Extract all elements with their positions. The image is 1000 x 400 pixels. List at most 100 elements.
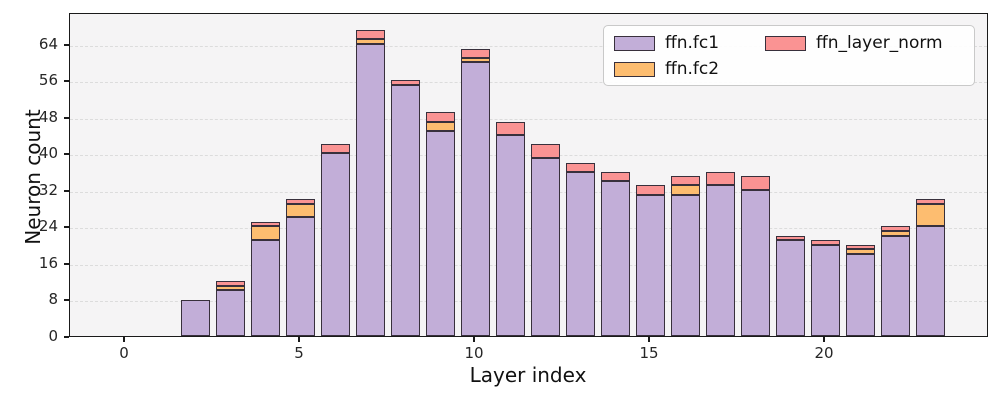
gridline-y-8 xyxy=(70,301,987,303)
y-tick-label-16: 16 xyxy=(38,253,58,272)
bar-layer16-ffn-layer-norm xyxy=(670,176,700,186)
y-tick-mark xyxy=(64,43,69,46)
y-tick-label-40: 40 xyxy=(38,144,58,163)
x-tick-mark xyxy=(823,337,825,342)
bar-layer18-ffn-layer-norm xyxy=(740,176,770,190)
bar-layer3-ffn-fc2 xyxy=(215,285,245,291)
legend-column-2: ffn_layer_norm xyxy=(765,34,943,53)
y-tick-label-64: 64 xyxy=(38,34,58,53)
bar-layer23-ffn-layer-norm xyxy=(915,199,945,204)
gridline-y-40 xyxy=(70,155,987,157)
bar-layer6-ffn-layer-norm xyxy=(320,144,350,154)
bar-layer22-ffn-layer-norm xyxy=(880,226,910,232)
bar-layer13-ffn-fc1 xyxy=(565,171,595,336)
bar-layer21-ffn-layer-norm xyxy=(845,244,875,250)
bar-layer22-ffn-fc1 xyxy=(880,235,910,336)
ffn-fc1-swatch-icon xyxy=(614,36,655,51)
y-tick-mark xyxy=(64,189,69,192)
legend: ffn.fc1 ffn.fc2 ffn_layer_norm xyxy=(603,25,975,86)
x-tick-label-10: 10 xyxy=(464,344,484,362)
bar-layer13-ffn-layer-norm xyxy=(565,162,595,172)
x-tick-mark xyxy=(298,337,300,342)
bar-layer16-ffn-fc2 xyxy=(670,185,700,195)
bar-layer22-ffn-fc2 xyxy=(880,231,910,236)
y-tick-label-8: 8 xyxy=(48,290,58,309)
bar-layer15-ffn-fc1 xyxy=(635,194,665,336)
legend-item-ffn-fc2: ffn.fc2 xyxy=(614,60,719,79)
bar-layer21-ffn-fc2 xyxy=(845,249,875,254)
bar-layer21-ffn-fc1 xyxy=(845,253,875,336)
x-tick-mark xyxy=(473,337,475,342)
bar-layer20-ffn-layer-norm xyxy=(810,240,840,245)
bar-layer3-ffn-layer-norm xyxy=(215,281,245,286)
x-tick-mark xyxy=(648,337,650,342)
bar-layer19-ffn-layer-norm xyxy=(775,235,805,241)
bar-layer17-ffn-fc1 xyxy=(705,185,735,336)
bar-layer5-ffn-fc2 xyxy=(285,203,315,218)
legend-label-ffn-fc1: ffn.fc1 xyxy=(665,33,720,53)
bar-layer15-ffn-layer-norm xyxy=(635,185,665,195)
x-tick-label-5: 5 xyxy=(294,344,304,362)
bar-layer5-ffn-fc1 xyxy=(285,217,315,336)
x-axis-label: Layer index xyxy=(469,363,587,387)
x-tick-label-20: 20 xyxy=(814,344,834,362)
bar-layer9-ffn-fc1 xyxy=(425,130,455,336)
bar-layer17-ffn-layer-norm xyxy=(705,171,735,186)
x-tick-label-0: 0 xyxy=(119,344,129,362)
x-tick-mark xyxy=(123,337,125,342)
bar-layer10-ffn-fc2 xyxy=(460,57,490,63)
legend-item-ffn-fc1: ffn.fc1 xyxy=(614,34,719,53)
legend-column-1: ffn.fc1 ffn.fc2 xyxy=(614,34,719,79)
bar-layer4-ffn-fc1 xyxy=(250,240,280,336)
gridline-y-56 xyxy=(70,82,987,84)
legend-label-ffn-fc2: ffn.fc2 xyxy=(665,59,720,79)
y-tick-label-56: 56 xyxy=(38,71,58,90)
y-tick-mark xyxy=(64,299,69,302)
bar-layer4-ffn-layer-norm xyxy=(250,221,280,227)
bar-layer2-ffn-fc1 xyxy=(180,299,210,336)
y-tick-mark xyxy=(64,80,69,83)
bar-layer5-ffn-layer-norm xyxy=(285,199,315,204)
y-tick-label-24: 24 xyxy=(38,217,58,236)
bar-layer8-ffn-layer-norm xyxy=(390,80,420,86)
gridline-y-16 xyxy=(70,264,987,266)
y-tick-mark xyxy=(64,226,69,229)
bar-layer9-ffn-fc2 xyxy=(425,121,455,131)
y-tick-mark xyxy=(64,153,69,156)
legend-item-ffn-layer-norm: ffn_layer_norm xyxy=(765,34,943,53)
bar-layer6-ffn-fc1 xyxy=(320,153,350,336)
bar-layer16-ffn-fc1 xyxy=(670,194,700,336)
gridline-y-32 xyxy=(70,191,987,193)
bar-layer14-ffn-fc1 xyxy=(600,180,630,336)
bar-layer7-ffn-layer-norm xyxy=(355,30,385,40)
y-tick-label-48: 48 xyxy=(38,107,58,126)
bar-layer23-ffn-fc1 xyxy=(915,226,945,336)
y-tick-mark xyxy=(64,116,69,119)
bar-layer18-ffn-fc1 xyxy=(740,189,770,336)
gridline-y-48 xyxy=(70,118,987,120)
bar-layer3-ffn-fc1 xyxy=(215,290,245,336)
y-tick-label-32: 32 xyxy=(38,180,58,199)
y-tick-mark xyxy=(64,336,69,338)
bar-layer12-ffn-layer-norm xyxy=(530,144,560,159)
bar-layer11-ffn-layer-norm xyxy=(495,121,525,136)
bar-layer14-ffn-layer-norm xyxy=(600,171,630,181)
gridline-y-24 xyxy=(70,228,987,230)
bar-layer10-ffn-fc1 xyxy=(460,62,490,336)
bar-layer11-ffn-fc1 xyxy=(495,135,525,336)
x-tick-label-15: 15 xyxy=(639,344,659,362)
bar-layer4-ffn-fc2 xyxy=(250,226,280,241)
bar-layer19-ffn-fc1 xyxy=(775,240,805,336)
y-tick-mark xyxy=(64,262,69,265)
gridline-y-64 xyxy=(70,45,987,47)
ffn-layer-norm-swatch-icon xyxy=(765,36,807,51)
bar-layer20-ffn-fc1 xyxy=(810,244,840,336)
bar-layer9-ffn-layer-norm xyxy=(425,112,455,122)
y-tick-label-0: 0 xyxy=(48,327,58,345)
bar-layer7-ffn-fc2 xyxy=(355,39,385,44)
bar-layer8-ffn-fc1 xyxy=(390,85,420,336)
legend-label-ffn-layer-norm: ffn_layer_norm xyxy=(816,33,943,53)
ffn-fc2-swatch-icon xyxy=(614,62,655,77)
y-axis-label: Neuron count xyxy=(21,109,45,245)
